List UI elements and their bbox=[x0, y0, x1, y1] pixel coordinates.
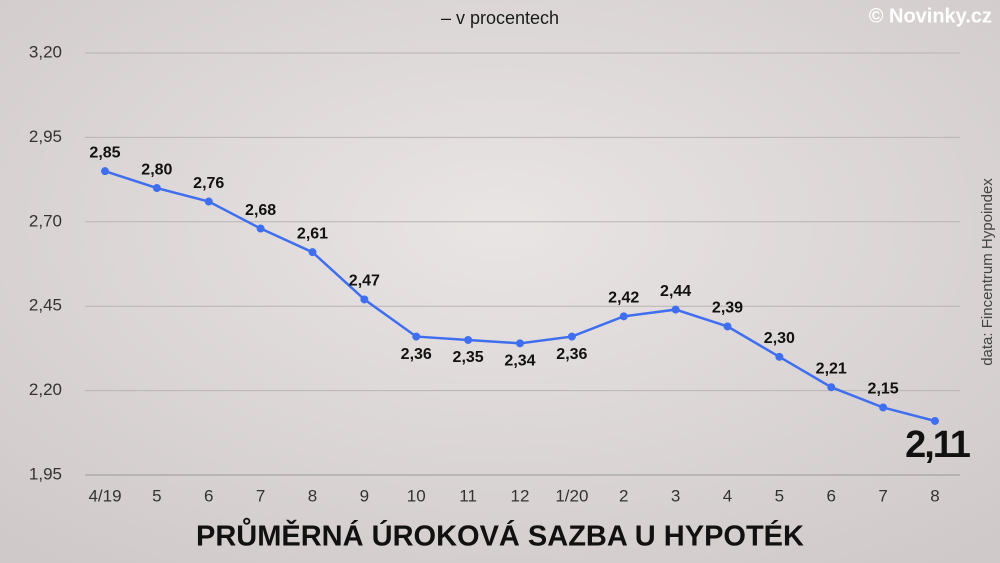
point bbox=[619, 312, 628, 321]
x-tick-label: 3 bbox=[671, 486, 680, 505]
chart-subtitle: – v procentech bbox=[441, 8, 559, 28]
point bbox=[879, 403, 888, 412]
value-label: 2,47 bbox=[349, 273, 380, 290]
x-tick-label: 5 bbox=[152, 486, 161, 505]
x-tick-label: 4 bbox=[723, 486, 732, 505]
value-label: 2,11 bbox=[905, 424, 971, 466]
point bbox=[516, 339, 524, 348]
value-label: 2,76 bbox=[193, 175, 224, 192]
copyright: © Novinky.cz bbox=[869, 5, 992, 27]
point bbox=[931, 416, 939, 425]
x-tick-label: 5 bbox=[775, 486, 784, 505]
value-label: 2,35 bbox=[453, 349, 484, 366]
x-tick-label: 4/19 bbox=[88, 486, 121, 505]
point bbox=[256, 224, 265, 233]
point bbox=[723, 322, 732, 331]
value-label: 2,36 bbox=[401, 346, 432, 363]
point bbox=[464, 335, 473, 344]
source: data: Fincentrum Hypoindex bbox=[979, 178, 996, 366]
x-tick-label: 6 bbox=[204, 486, 213, 505]
value-label: 2,85 bbox=[89, 144, 120, 161]
x-tick-label: 9 bbox=[360, 486, 369, 505]
x-tick-label: 2 bbox=[619, 486, 628, 505]
value-label: 2,68 bbox=[245, 202, 276, 219]
value-label: 2,15 bbox=[868, 381, 899, 398]
point bbox=[412, 332, 421, 341]
x-tick-label: 11 bbox=[459, 486, 477, 505]
point bbox=[101, 167, 109, 176]
point bbox=[152, 184, 161, 193]
y-tick-label: 2,20 bbox=[29, 380, 62, 399]
x-tick-label: 12 bbox=[511, 486, 530, 505]
value-label: 2,34 bbox=[504, 353, 535, 370]
value-label: 2,44 bbox=[660, 283, 691, 300]
y-tick-label: 1,95 bbox=[29, 464, 62, 483]
y-tick-label: 2,70 bbox=[29, 211, 62, 230]
point bbox=[827, 383, 836, 392]
point bbox=[775, 352, 784, 361]
value-label: 2,42 bbox=[608, 290, 639, 307]
point bbox=[308, 248, 317, 257]
grid bbox=[85, 52, 960, 476]
value-label: 2,80 bbox=[141, 161, 172, 178]
x-tick-label: 1/20 bbox=[555, 486, 588, 505]
value-label: 2,30 bbox=[764, 330, 795, 347]
y-tick-label: 2,45 bbox=[29, 296, 62, 315]
point bbox=[671, 305, 680, 314]
x-tick-label: 7 bbox=[878, 486, 887, 505]
point bbox=[360, 295, 369, 304]
x-tick-label: 7 bbox=[256, 486, 265, 505]
value-label: 2,61 bbox=[297, 225, 328, 242]
y-tick-label: 2,95 bbox=[29, 127, 62, 146]
point bbox=[567, 332, 576, 341]
value-label: 2,21 bbox=[816, 360, 847, 377]
point bbox=[204, 197, 213, 206]
value-label: 2,39 bbox=[712, 300, 743, 317]
x-tick-label: 8 bbox=[308, 486, 317, 505]
x-tick-label: 6 bbox=[827, 486, 836, 505]
x-tick-label: 8 bbox=[930, 486, 939, 505]
y-tick-label: 3,20 bbox=[29, 42, 62, 61]
chart-title: PRŮMĚRNÁ ÚROKOVÁ SAZBA U HYPOTÉK bbox=[196, 517, 804, 553]
x-tick-label: 10 bbox=[407, 486, 426, 505]
value-label: 2,36 bbox=[556, 346, 587, 363]
